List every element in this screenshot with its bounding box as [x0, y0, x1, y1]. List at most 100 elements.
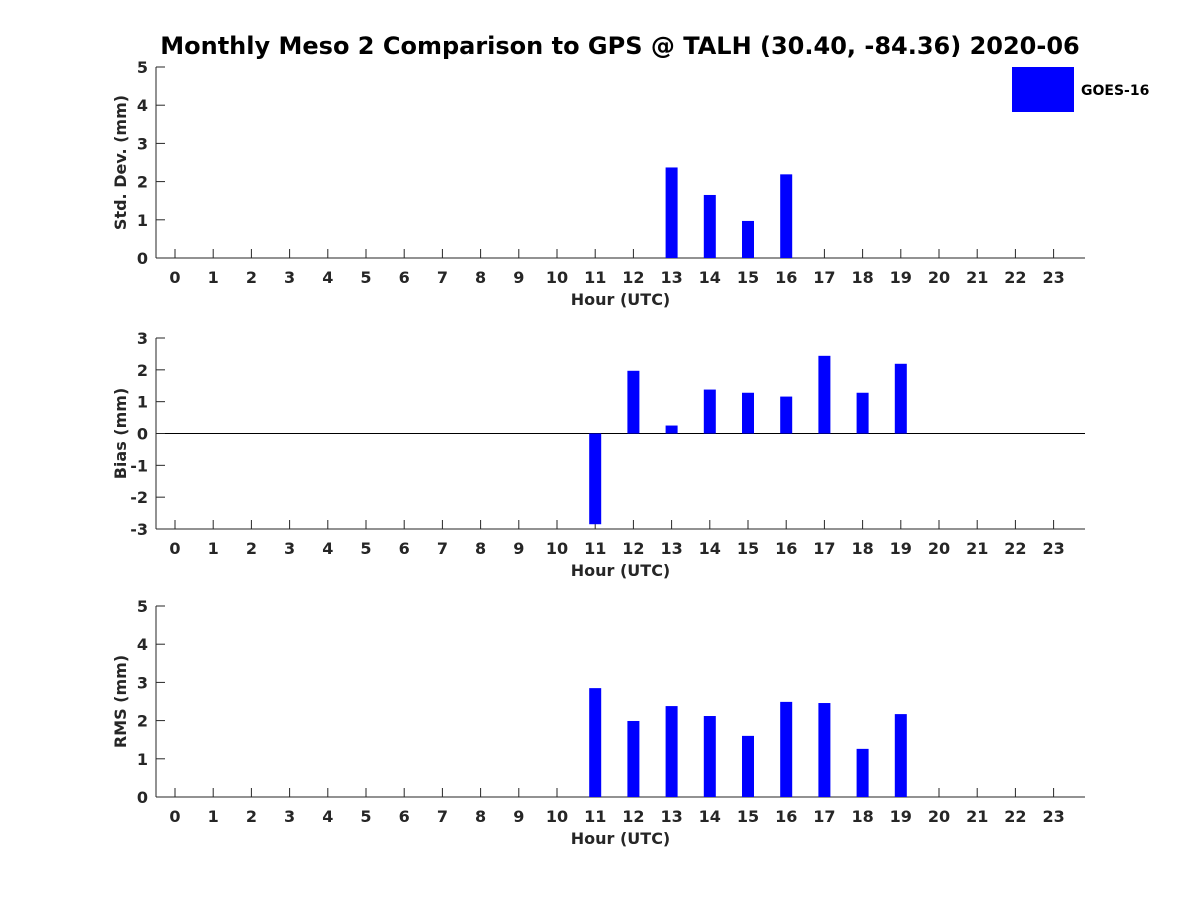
x-tick-label: 17	[813, 807, 835, 826]
bar-hour-14	[703, 716, 716, 797]
x-tick-label: 23	[1042, 807, 1064, 826]
y-tick-label: 3	[137, 673, 148, 692]
bar-hour-11	[589, 433, 602, 525]
y-tick-label: 0	[137, 788, 148, 807]
bar-hour-16	[780, 701, 793, 797]
x-tick-label: 8	[475, 268, 486, 287]
y-tick-label: 2	[137, 173, 148, 192]
x-tick-label: 15	[737, 807, 759, 826]
x-tick-label: 4	[322, 807, 333, 826]
x-tick-label: 22	[1004, 268, 1026, 287]
x-tick-label: 9	[513, 268, 524, 287]
y-tick-label: 1	[137, 211, 148, 230]
x-tick-label: 4	[322, 268, 333, 287]
x-tick-label: 9	[513, 539, 524, 558]
x-tick-label: 2	[246, 268, 257, 287]
x-tick-label: 6	[399, 268, 410, 287]
x-axis-label: Hour (UTC)	[571, 561, 671, 580]
y-tick-label: 3	[137, 329, 148, 348]
y-tick-label: 5	[137, 58, 148, 77]
x-tick-label: 18	[851, 807, 873, 826]
y-tick-label: 2	[137, 361, 148, 380]
x-tick-label: 22	[1004, 539, 1026, 558]
x-tick-label: 10	[546, 807, 568, 826]
bar-hour-13	[665, 706, 678, 797]
x-tick-label: 21	[966, 807, 988, 826]
bar-hour-15	[742, 220, 754, 258]
x-tick-label: 6	[399, 539, 410, 558]
x-tick-label: 8	[475, 539, 486, 558]
y-tick-label: -2	[130, 488, 148, 507]
x-axis-label: Hour (UTC)	[571, 290, 671, 309]
x-tick-label: 7	[437, 807, 448, 826]
x-tick-label: 23	[1042, 539, 1064, 558]
x-tick-label: 13	[660, 539, 682, 558]
bar-hour-19	[894, 363, 907, 434]
bar-hour-11	[589, 688, 602, 797]
x-tick-label: 16	[775, 539, 797, 558]
bar-hour-14	[703, 389, 716, 434]
y-tick-label: 1	[137, 750, 148, 769]
x-tick-label: 5	[360, 539, 371, 558]
y-tick-label: 2	[137, 712, 148, 731]
x-tick-label: 10	[546, 268, 568, 287]
y-tick-label: -3	[130, 520, 148, 539]
x-tick-label: 0	[169, 539, 180, 558]
bar-hour-13	[665, 425, 678, 434]
x-tick-label: 5	[360, 807, 371, 826]
x-tick-label: 11	[584, 539, 606, 558]
x-tick-label: 19	[890, 807, 912, 826]
y-tick-label: 1	[137, 393, 148, 412]
chart-title: Monthly Meso 2 Comparison to GPS @ TALH …	[160, 32, 1079, 60]
x-tick-label: 13	[660, 807, 682, 826]
x-tick-label: 6	[399, 807, 410, 826]
x-tick-label: 14	[699, 268, 721, 287]
x-tick-label: 11	[584, 268, 606, 287]
bar-hour-15	[742, 392, 754, 434]
x-tick-label: 1	[208, 539, 219, 558]
x-tick-label: 15	[737, 539, 759, 558]
y-tick-label: 4	[137, 96, 148, 115]
y-tick-label: 0	[137, 249, 148, 268]
bar-hour-12	[627, 370, 640, 434]
x-tick-label: 11	[584, 807, 606, 826]
y-tick-label: 0	[137, 425, 148, 444]
bar-hour-17	[818, 703, 831, 797]
bar-hour-19	[894, 714, 907, 797]
bar-hour-16	[780, 174, 793, 258]
x-tick-label: 21	[966, 539, 988, 558]
x-tick-label: 7	[437, 268, 448, 287]
legend-swatch	[1012, 67, 1074, 112]
x-tick-label: 17	[813, 268, 835, 287]
x-tick-label: 2	[246, 539, 257, 558]
x-tick-label: 0	[169, 268, 180, 287]
x-tick-label: 19	[890, 539, 912, 558]
x-tick-label: 21	[966, 268, 988, 287]
x-tick-label: 17	[813, 539, 835, 558]
x-tick-label: 0	[169, 807, 180, 826]
x-tick-label: 18	[851, 539, 873, 558]
bar-hour-18	[856, 748, 869, 797]
x-tick-label: 5	[360, 268, 371, 287]
x-tick-label: 2	[246, 807, 257, 826]
x-axis-label: Hour (UTC)	[571, 829, 671, 848]
x-tick-label: 1	[208, 268, 219, 287]
y-tick-label: -1	[130, 456, 148, 475]
x-tick-label: 12	[622, 268, 644, 287]
x-tick-label: 3	[284, 807, 295, 826]
legend: GOES-16	[1012, 67, 1149, 112]
y-tick-label: 4	[137, 635, 148, 654]
x-tick-label: 20	[928, 807, 950, 826]
x-tick-label: 3	[284, 539, 295, 558]
bar-hour-18	[856, 392, 869, 434]
x-tick-label: 16	[775, 807, 797, 826]
bar-hour-17	[818, 355, 831, 434]
x-tick-label: 10	[546, 539, 568, 558]
bar-hour-13	[665, 167, 678, 258]
x-tick-label: 18	[851, 268, 873, 287]
